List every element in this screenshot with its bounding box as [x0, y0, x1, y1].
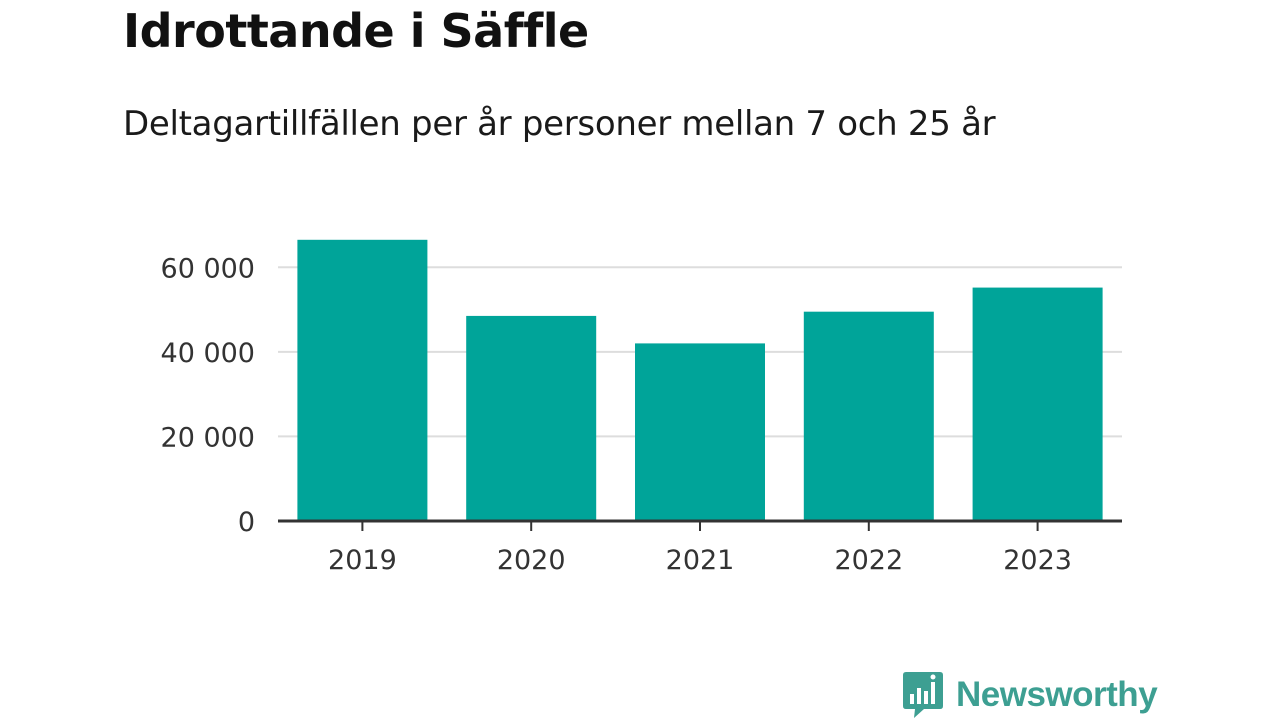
bar-2022	[803, 311, 934, 521]
newsworthy-chart-icon	[903, 672, 943, 718]
bar-chart: 0 20 000 40 000 60 000 2019 2020 2021 2022 2023	[161, 239, 1122, 576]
y-tick-label: 0	[238, 507, 255, 538]
chart-subtitle: Deltagartillfällen per år personer mella…	[123, 104, 996, 144]
x-tick-label: 2023	[1003, 545, 1072, 576]
bar-2020	[466, 315, 597, 521]
x-tick-label: 2019	[328, 545, 397, 576]
brand-name: Newsworthy	[956, 675, 1158, 714]
y-tick-label: 20 000	[161, 422, 255, 453]
x-tick-label: 2021	[666, 545, 735, 576]
y-tick-label: 40 000	[161, 338, 255, 369]
bar-2023	[972, 287, 1103, 521]
newsworthy-logo: Newsworthy	[902, 670, 1158, 720]
bar-2019	[297, 239, 428, 522]
x-tick-label: 2020	[497, 545, 566, 576]
chart-title: Idrottande i Säffle	[123, 4, 589, 58]
y-tick-label: 60 000	[161, 253, 255, 284]
x-tick-label: 2022	[834, 545, 903, 576]
bar-2021	[635, 343, 765, 521]
